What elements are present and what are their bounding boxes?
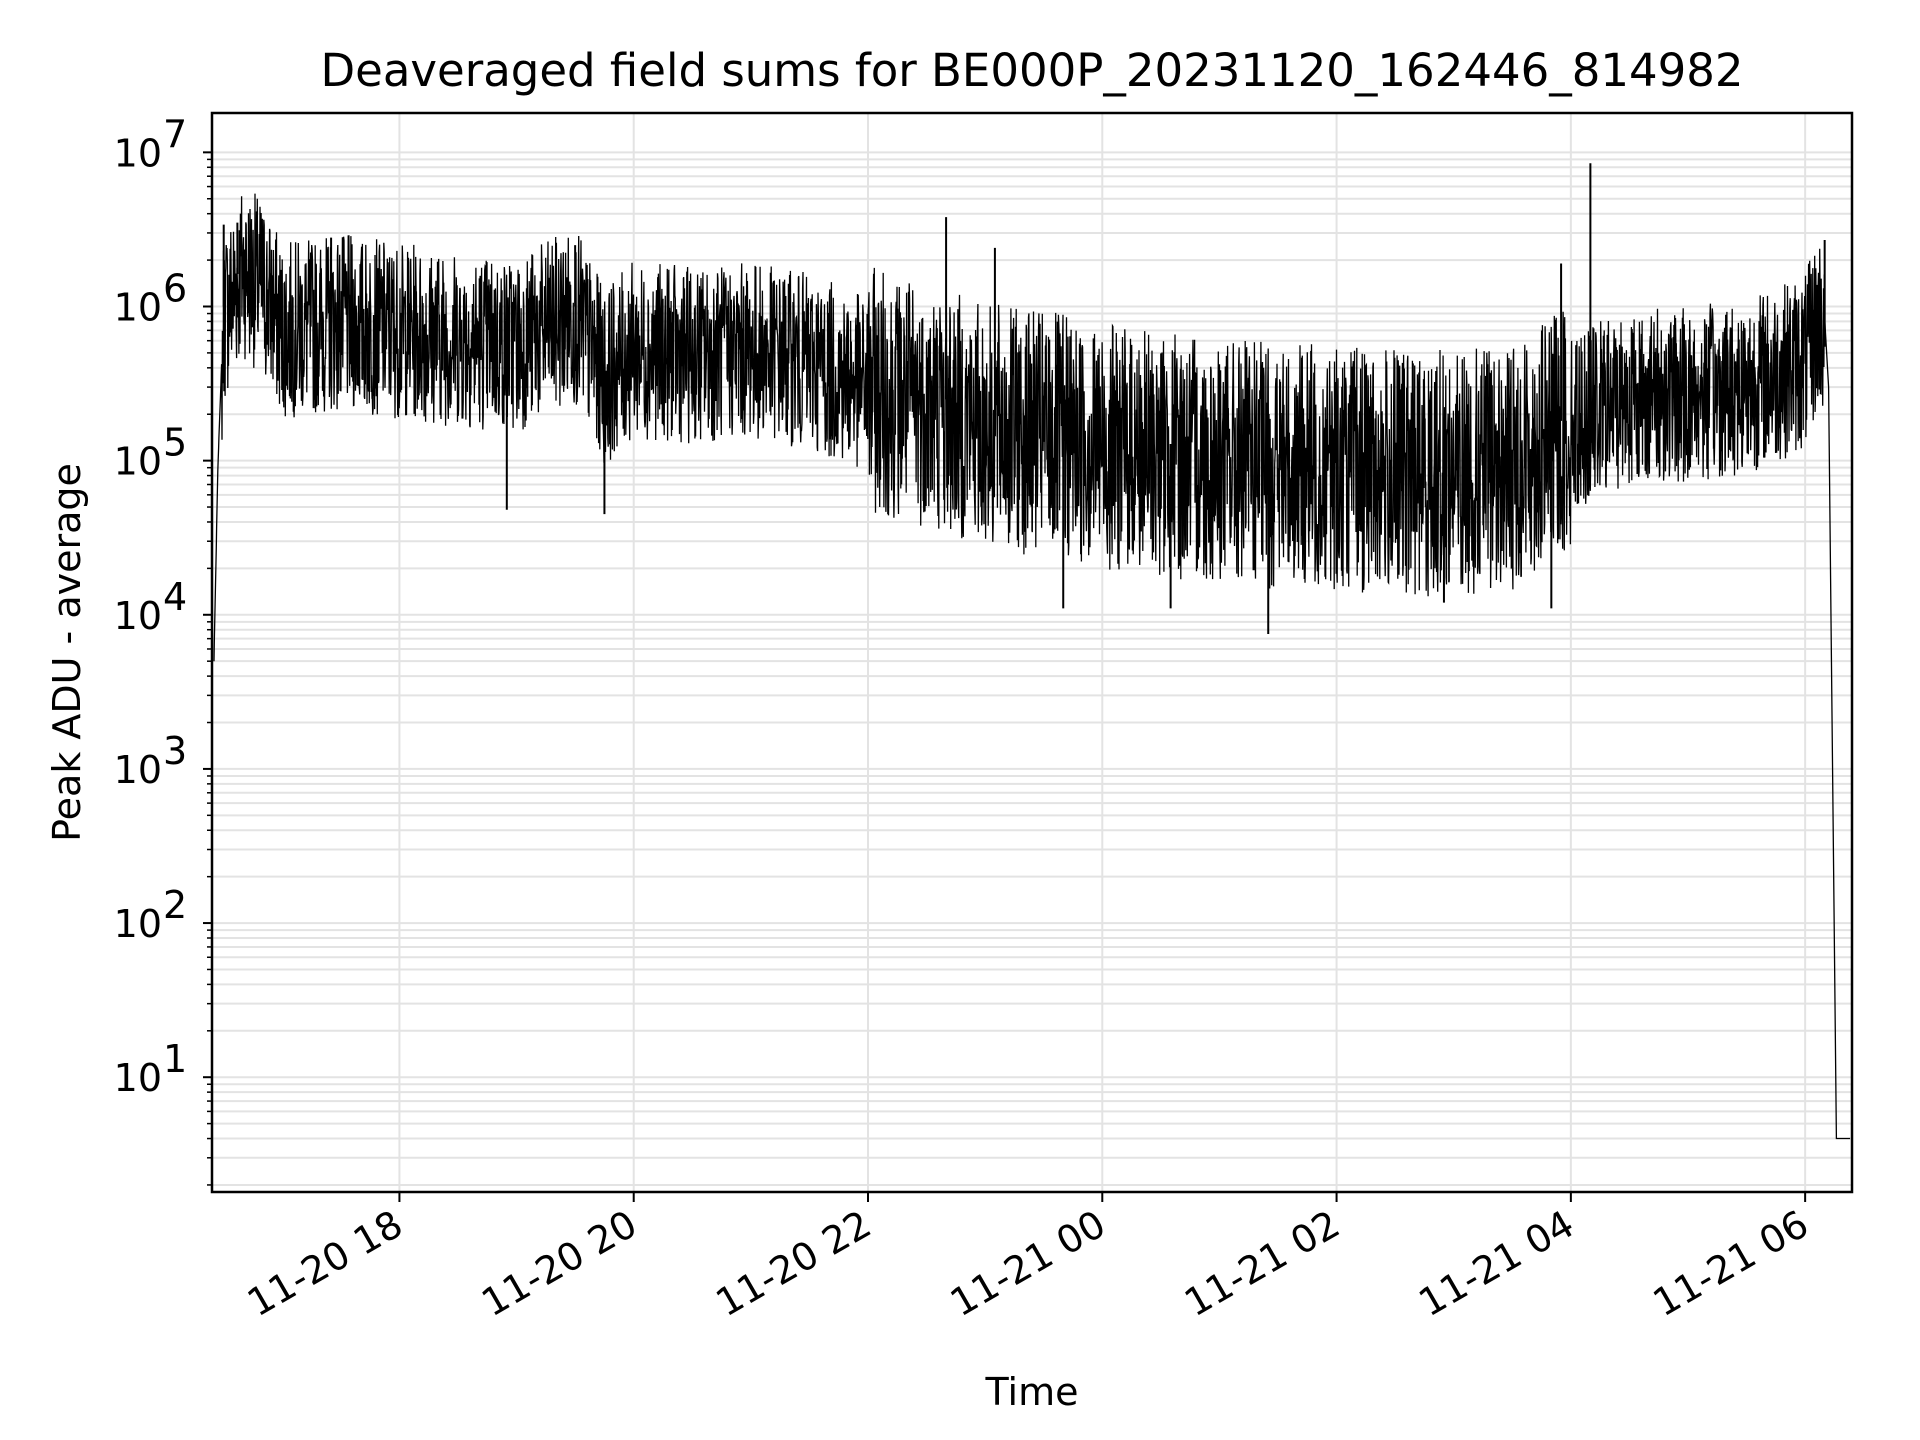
y-tick-exponent: 5 bbox=[163, 421, 187, 465]
plot-area-frame bbox=[210, 111, 1854, 1194]
series-layer bbox=[213, 163, 1850, 1140]
y-tick-label: 10 bbox=[114, 594, 162, 638]
y-tick-exponent: 7 bbox=[163, 112, 187, 156]
y-tick-exponent: 4 bbox=[163, 575, 187, 619]
x-axis-label: Time bbox=[985, 1370, 1079, 1414]
y-tick-exponent: 1 bbox=[163, 1037, 187, 1081]
y-tick-exponent: 2 bbox=[163, 883, 187, 927]
y-tick-label: 10 bbox=[114, 1056, 162, 1100]
y-tick-label: 10 bbox=[114, 285, 162, 329]
chart-title: Deaveraged field sums for BE000P_2023112… bbox=[321, 44, 1744, 97]
y-axis-label: Peak ADU - average bbox=[45, 463, 89, 842]
y-tick-exponent: 3 bbox=[163, 729, 187, 773]
y-tick-label: 10 bbox=[114, 748, 162, 792]
y-tick-exponent: 6 bbox=[163, 266, 187, 310]
y-tick-label: 10 bbox=[114, 440, 162, 484]
series-line bbox=[213, 193, 1850, 1140]
y-tick-label: 10 bbox=[114, 902, 162, 946]
y-tick-label: 10 bbox=[114, 131, 162, 175]
